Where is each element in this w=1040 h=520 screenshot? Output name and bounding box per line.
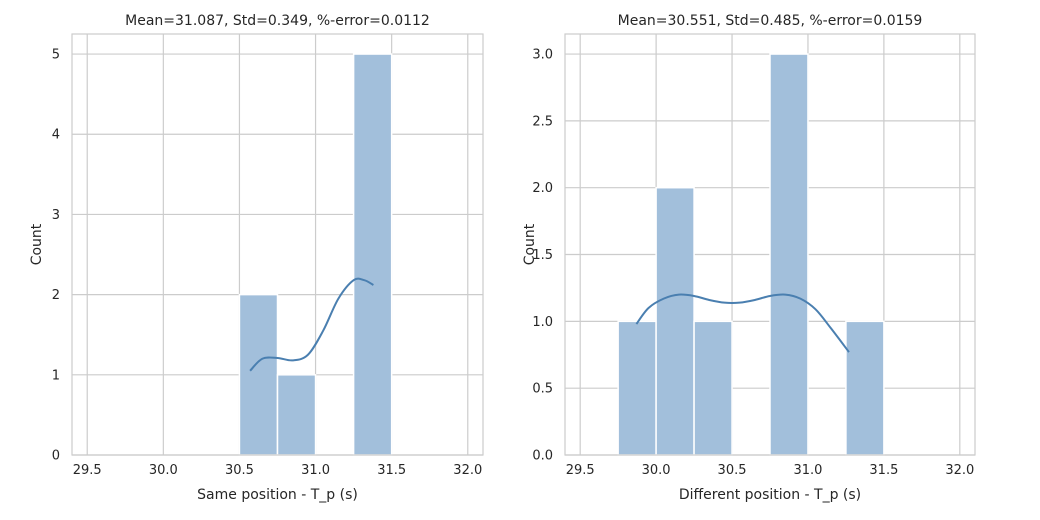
y-tick-label: 1.5: [532, 248, 553, 263]
y-tick-label: 2: [52, 288, 60, 303]
histogram-bar: [845, 320, 885, 456]
histogram-bar: [238, 293, 279, 456]
y-tick-label: 3: [52, 208, 60, 223]
histogram-bar: [655, 186, 695, 456]
x-tick-label: 31.0: [301, 463, 330, 478]
y-axis-label: Count: [522, 223, 538, 265]
y-tick-label: 3.0: [532, 48, 553, 63]
x-tick-label: 32.0: [945, 463, 974, 478]
x-tick-label: 30.5: [225, 463, 254, 478]
x-tick-label: 31.5: [869, 463, 898, 478]
histogram-bar: [352, 53, 393, 456]
x-tick-label: 30.5: [718, 463, 747, 478]
x-tick-label: 32.0: [453, 463, 482, 478]
y-tick-label: 1.0: [532, 315, 553, 330]
y-tick-label: 0.0: [532, 449, 553, 464]
histogram-bar: [693, 320, 733, 456]
y-tick-label: 4: [52, 128, 60, 143]
x-axis-label: Different position - T_p (s): [679, 487, 861, 503]
x-tick-label: 29.5: [566, 463, 595, 478]
x-tick-label: 30.0: [642, 463, 671, 478]
y-tick-label: 0.5: [532, 382, 553, 397]
histogram-bar: [769, 53, 809, 456]
x-tick-label: 29.5: [73, 463, 102, 478]
kde-curve: [249, 277, 374, 372]
chart-title: Mean=30.551, Std=0.485, %-error=0.0159: [618, 13, 923, 29]
y-tick-label: 2.0: [532, 181, 553, 196]
y-tick-label: 5: [52, 48, 60, 63]
x-axis-label: Same position - T_p (s): [197, 487, 358, 503]
chart-panel-1: 29.5 30.0 30.5 31.0 31.5 32.0 0 1 2 3 4 5 Same posit…: [29, 13, 484, 503]
x-tick-label: 30.0: [149, 463, 178, 478]
chart-panel-2: 29.5 30.0 30.5 31.0 31.5 32.0 0.0 0.5 1.0 1.5 2.0 2…: [522, 13, 976, 503]
histogram-bar: [617, 320, 657, 456]
x-tick-label: 31.0: [793, 463, 822, 478]
y-axis-label: Count: [29, 223, 45, 265]
y-tick-label: 2.5: [532, 114, 553, 129]
chart-title: Mean=31.087, Std=0.349, %-error=0.0112: [125, 13, 430, 29]
kde-curve: [635, 293, 850, 353]
histogram-bar: [276, 374, 317, 456]
x-tick-label: 31.5: [377, 463, 406, 478]
axes-frame: [71, 33, 484, 456]
axes-frame: [564, 33, 976, 456]
y-tick-label: 0: [52, 449, 60, 464]
y-tick-label: 1: [52, 368, 60, 383]
